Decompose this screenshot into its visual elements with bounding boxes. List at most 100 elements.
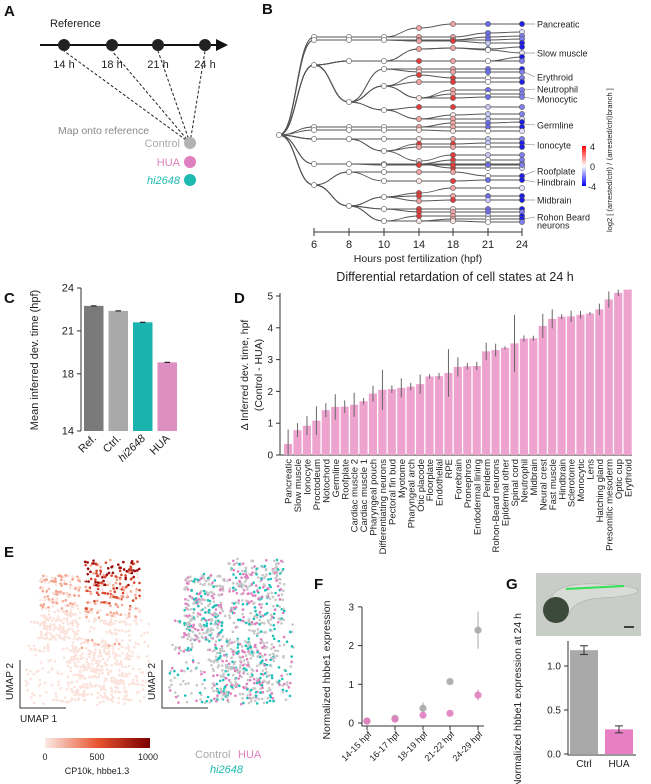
- umap-cell: [29, 620, 33, 624]
- map-arrow: [189, 50, 206, 144]
- cell-state-node: [519, 111, 525, 117]
- umap-cell: [96, 581, 100, 584]
- d-bar: [406, 386, 415, 455]
- root-node: [276, 132, 282, 138]
- umap-cell: [178, 619, 182, 623]
- umap-cell: [280, 674, 283, 678]
- cell-state-node: [485, 219, 491, 225]
- umap-cell: [89, 592, 93, 595]
- lineage-branch: [278, 126, 522, 136]
- umap-cell: [134, 590, 138, 594]
- umap-cell: [76, 632, 79, 636]
- umap-cell: [275, 558, 279, 562]
- umap-cell: [118, 668, 121, 672]
- umap-cell: [204, 611, 207, 614]
- umap-cell: [217, 663, 221, 667]
- umap-cell: [250, 592, 253, 595]
- b-colorbar-min: -4: [588, 182, 596, 192]
- umap-cell: [204, 579, 208, 583]
- umap-cell: [253, 629, 256, 633]
- umap-cell: [44, 617, 47, 620]
- umap-cell: [78, 576, 81, 580]
- umap-cell: [197, 661, 200, 665]
- umap-cell: [254, 609, 257, 613]
- umap-cell: [266, 587, 270, 590]
- umap-cell: [234, 576, 238, 580]
- umap-cell: [280, 593, 284, 596]
- umap-cell: [78, 647, 82, 651]
- umap-cell: [246, 661, 250, 664]
- umap-cell: [198, 632, 201, 635]
- umap-cell: [147, 659, 151, 663]
- umap-cell: [239, 582, 243, 585]
- umap-cell: [114, 655, 117, 659]
- umap-cell: [78, 677, 82, 680]
- umap-cell: [189, 619, 193, 622]
- umap-cell: [184, 602, 187, 605]
- umap-cell: [278, 581, 282, 585]
- umap-cell: [259, 661, 263, 664]
- umap-cell: [228, 616, 232, 620]
- umap-cell: [277, 666, 281, 669]
- umap-cell: [264, 630, 268, 634]
- umap-cell: [215, 584, 219, 588]
- b-cell-type-label: Hindbrain: [537, 178, 576, 188]
- umap-cell: [236, 646, 240, 649]
- umap-cell: [245, 668, 248, 672]
- umap-cell: [100, 581, 103, 584]
- umap-cell: [112, 652, 115, 656]
- umap-cell: [209, 629, 212, 632]
- umap-cell: [248, 584, 252, 588]
- umap-cell: [270, 647, 273, 650]
- umap-cell: [131, 667, 135, 671]
- umap-cell: [220, 646, 224, 650]
- umap-cell: [207, 592, 211, 595]
- umap-cell: [129, 568, 133, 571]
- umap-cell: [99, 694, 102, 697]
- umap-cell: [286, 683, 289, 687]
- umap-cell: [248, 675, 252, 679]
- d-bar: [566, 316, 576, 455]
- umap-cell: [62, 592, 65, 595]
- umap-cell: [39, 661, 43, 664]
- umap-cell: [29, 677, 32, 681]
- umap-cell: [265, 611, 269, 615]
- f-point-control: [419, 704, 427, 712]
- umap-cell: [231, 665, 235, 669]
- umap-cell: [103, 694, 107, 697]
- umap-cell: [246, 694, 249, 697]
- umap-cell: [43, 681, 47, 685]
- d-bar: [623, 289, 632, 455]
- umap-cell: [188, 614, 191, 617]
- umap-cell: [212, 689, 215, 693]
- d-category-label: Proctodeum: [312, 459, 323, 510]
- umap-cell: [242, 572, 245, 576]
- d-category-label: Periderm: [482, 459, 493, 498]
- umap-cell: [209, 622, 213, 625]
- umap-cell: [57, 590, 60, 594]
- umap-cell: [278, 572, 282, 575]
- d-bar: [340, 406, 349, 455]
- umap-cell: [26, 672, 30, 676]
- umap-cell: [57, 683, 60, 687]
- umap-cell: [199, 693, 203, 697]
- umap-cell: [115, 578, 119, 582]
- umap-cell: [117, 663, 120, 666]
- g-bar: [570, 650, 598, 754]
- umap-cell: [93, 685, 97, 688]
- reference-label: Reference: [50, 18, 101, 30]
- umap-cell: [118, 679, 122, 683]
- d-category-label: Lens: [586, 459, 597, 480]
- umap-cell: [59, 634, 62, 638]
- umap-cell: [128, 649, 131, 652]
- umap-cell: [238, 692, 242, 696]
- umap-cell: [38, 579, 42, 583]
- umap-cell: [270, 676, 274, 680]
- umap-cell: [76, 688, 80, 692]
- umap-cell: [122, 679, 125, 683]
- umap-cell: [288, 694, 292, 698]
- umap-cell: [92, 627, 96, 630]
- umap-cell: [265, 559, 268, 562]
- d-category-label: Epidermal other: [501, 459, 512, 526]
- umap-cell: [173, 669, 176, 673]
